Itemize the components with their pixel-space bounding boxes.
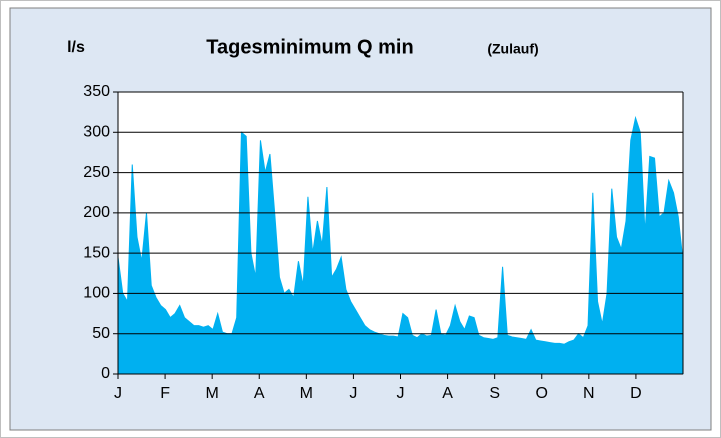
x-tick-label: N (583, 385, 595, 402)
x-tick-label: J (397, 385, 405, 402)
x-tick-label: J (114, 385, 122, 402)
x-tick-label: A (254, 385, 265, 402)
x-tick-label: J (349, 385, 357, 402)
y-tick-label: 300 (83, 124, 110, 141)
y-tick-label: 200 (83, 204, 110, 221)
chart-title: Tagesminimum Q min (206, 36, 413, 58)
y-tick-label: 0 (101, 365, 110, 382)
x-tick-label: S (489, 385, 500, 402)
x-tick-label: F (160, 385, 170, 402)
y-tick-label: 250 (83, 164, 110, 181)
x-tick-label: M (206, 385, 219, 402)
y-tick-label: 150 (83, 244, 110, 261)
x-tick-label: O (536, 385, 548, 402)
chart-subtitle: (Zulauf) (487, 41, 538, 57)
x-tick-label: M (300, 385, 313, 402)
x-tick-label: A (442, 385, 453, 402)
x-tick-label: D (630, 385, 642, 402)
y-axis-label: l/s (67, 39, 85, 56)
y-tick-label: 350 (83, 83, 110, 100)
y-tick-label: 100 (83, 285, 110, 302)
area (117, 115, 684, 375)
y-tick-label: 50 (92, 325, 110, 342)
